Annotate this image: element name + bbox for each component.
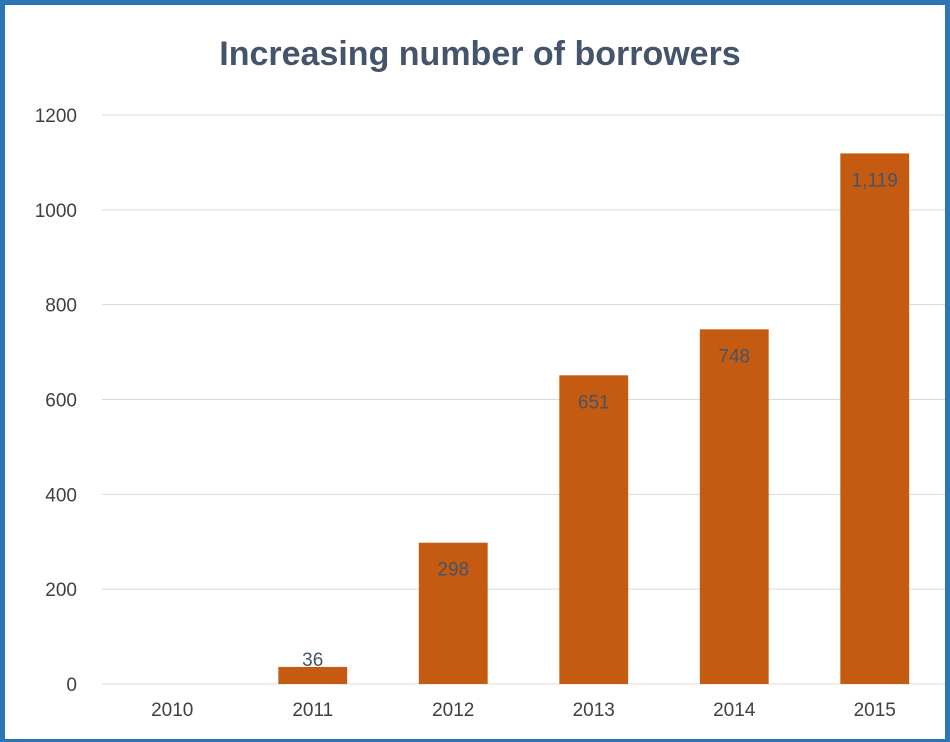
x-tick-label: 2012 [432, 700, 474, 721]
y-tick-label: 1000 [35, 201, 77, 222]
y-tick-label: 0 [66, 675, 77, 696]
bar-2014 [699, 329, 769, 684]
y-tick-label: 800 [45, 296, 77, 317]
x-tick-label: 2010 [151, 700, 193, 721]
data-label: 298 [437, 560, 469, 581]
bar-2013 [559, 375, 629, 684]
y-axis-ticks: 0 200 400 600 800 1000 1200 [35, 106, 77, 696]
chart-title: Increasing number of borrowers [219, 35, 741, 73]
bar-2011 [278, 666, 348, 684]
y-tick-label: 600 [45, 391, 77, 412]
bar-2015 [840, 153, 910, 685]
y-tick-label: 400 [45, 485, 77, 506]
bars [278, 153, 910, 685]
x-tick-label: 2011 [292, 700, 333, 721]
y-tick-label: 200 [45, 580, 77, 601]
x-tick-label: 2014 [713, 700, 756, 721]
data-labels: 36 298 651 748 1,119 [302, 170, 898, 671]
x-tick-label: 2015 [854, 700, 896, 721]
data-label: 1,119 [852, 170, 898, 191]
y-tick-label: 1200 [35, 106, 77, 127]
gridlines [102, 114, 945, 685]
data-label: 748 [718, 346, 750, 367]
x-tick-label: 2013 [573, 700, 615, 721]
data-label: 36 [302, 650, 323, 671]
bar-2012 [418, 542, 488, 684]
x-axis-ticks: 2010 2011 2012 2013 2014 2015 [151, 700, 896, 721]
data-label: 651 [578, 392, 610, 413]
